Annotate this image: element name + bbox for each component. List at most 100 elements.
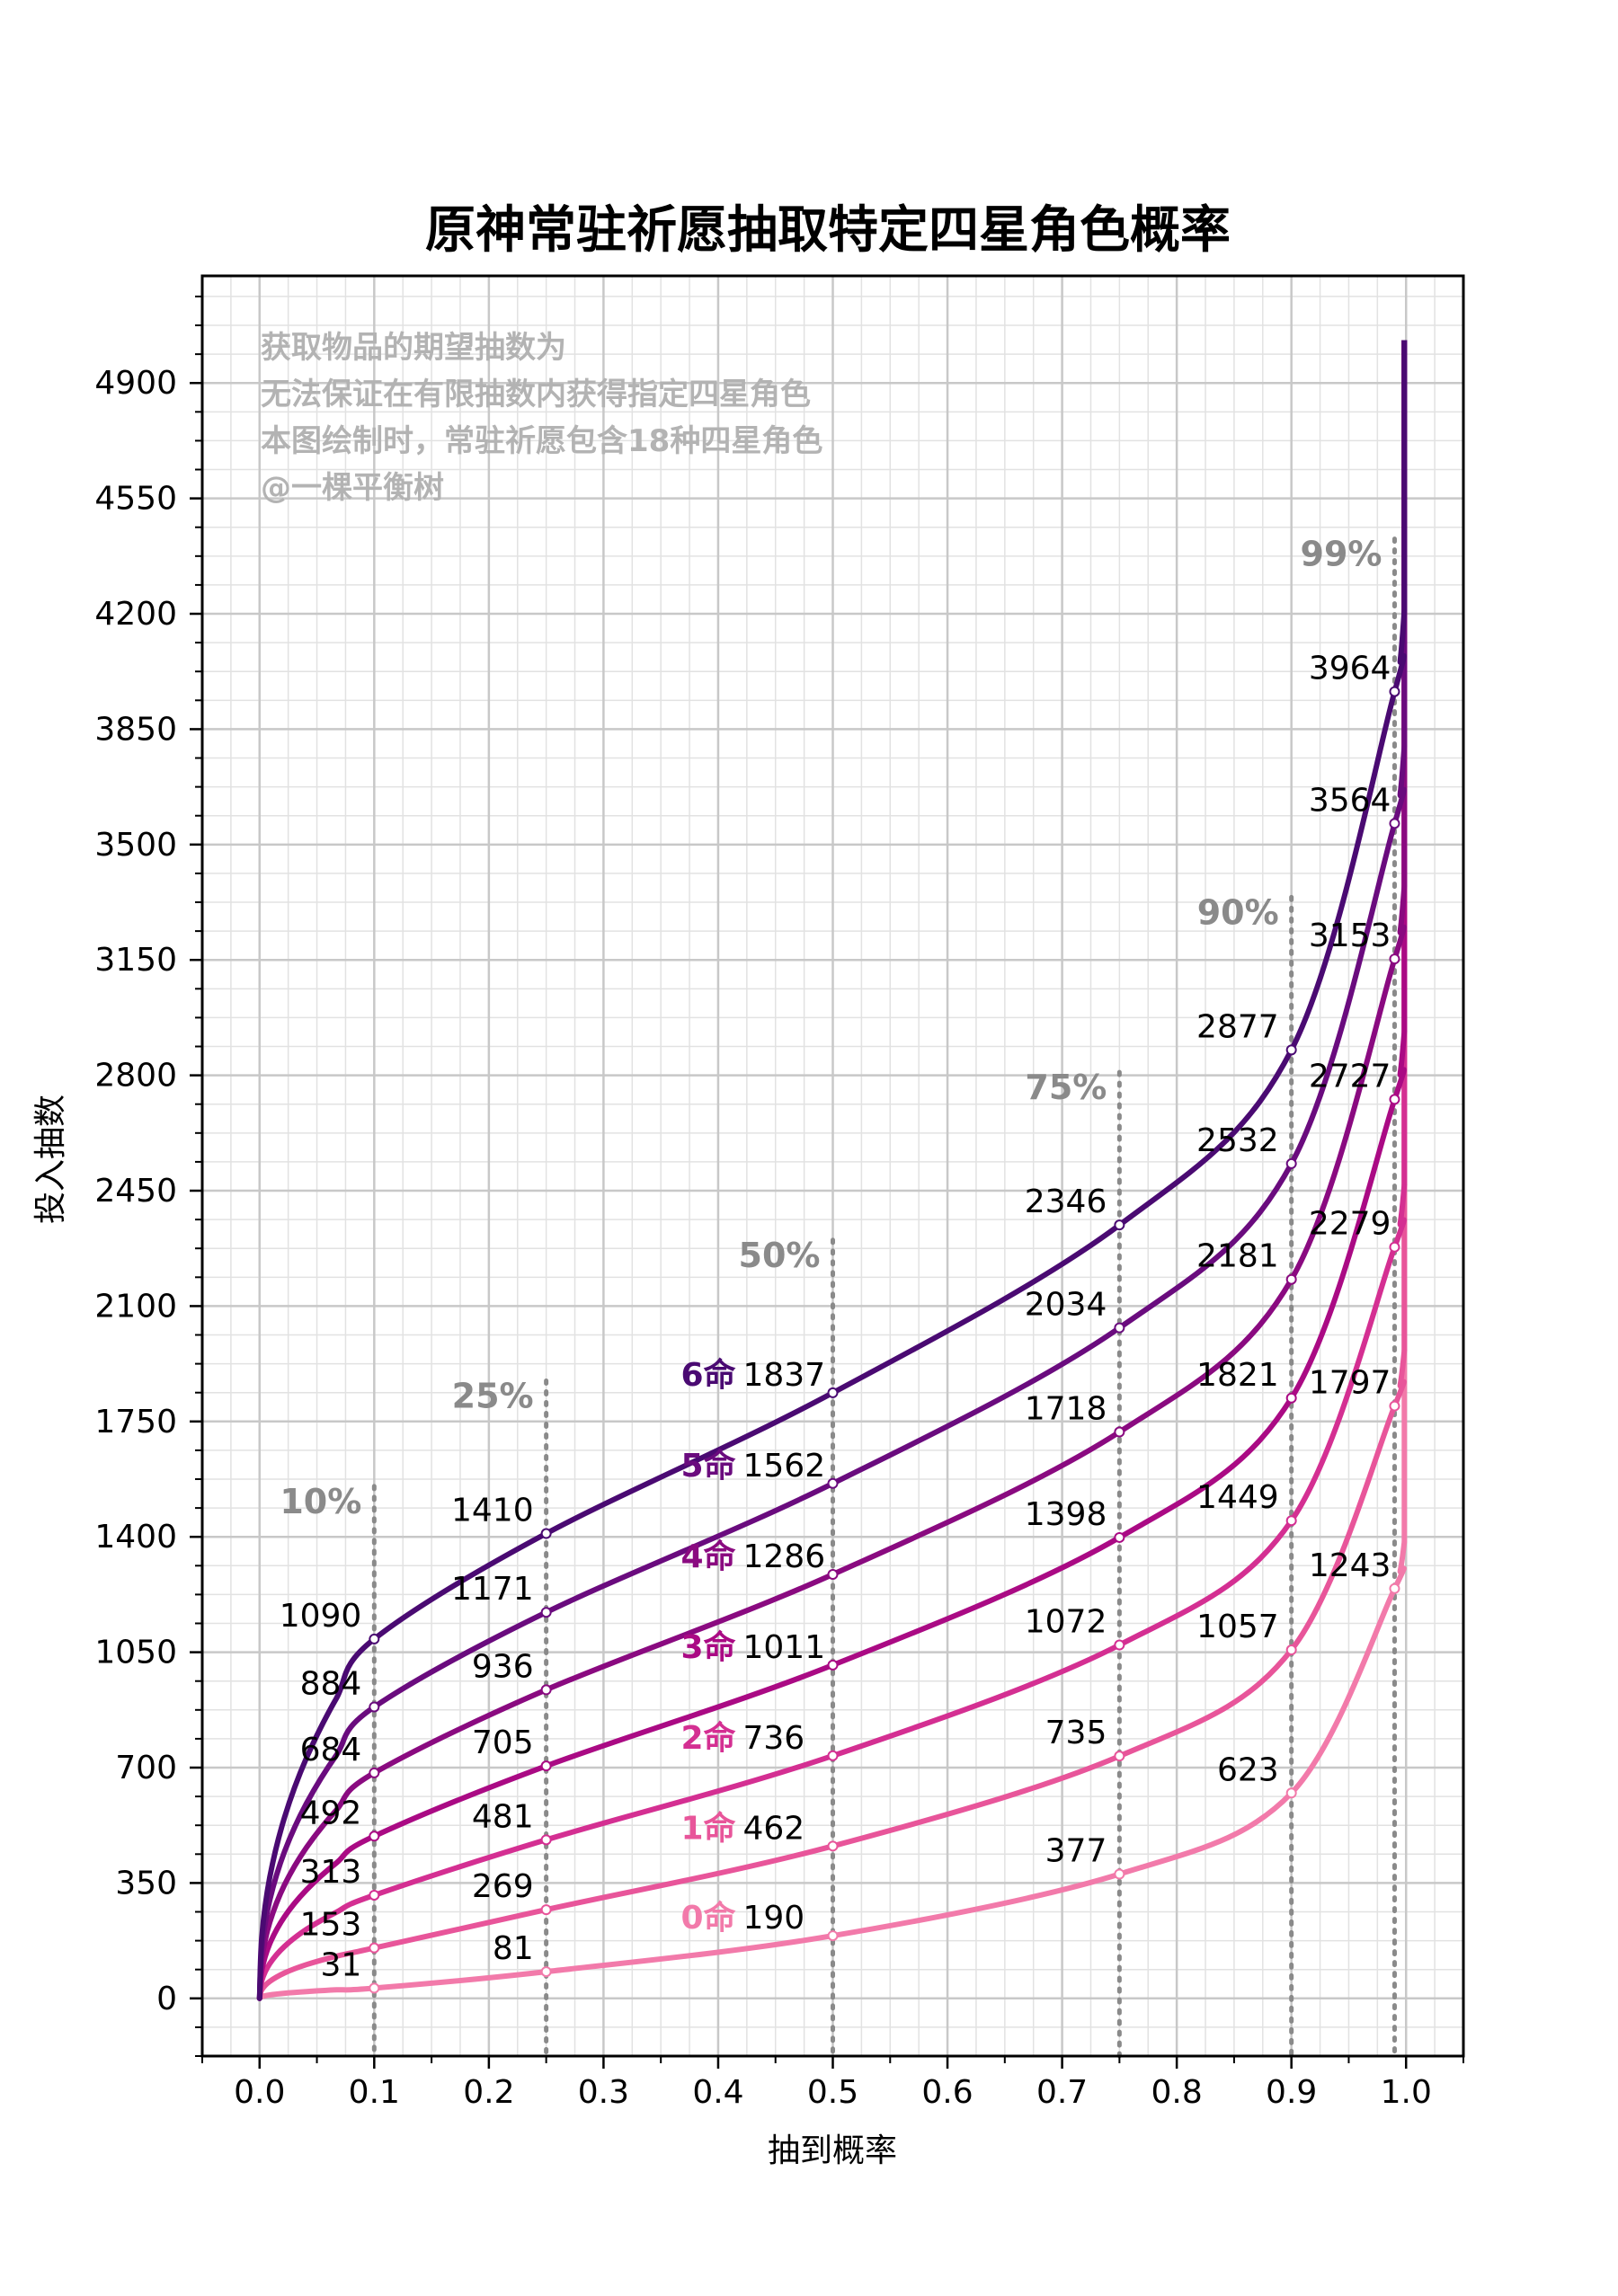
x-tick-label: 0.8 — [1151, 2074, 1203, 2111]
data-label: 1821 — [1196, 1357, 1279, 1394]
series-name-label: 3命 — [680, 1628, 735, 1666]
note-line-4: @一棵平衡树 — [261, 470, 444, 506]
data-label: 623 — [1217, 1751, 1279, 1788]
series-lines — [256, 340, 1408, 2001]
data-label: 492 — [300, 1795, 362, 1831]
data-point — [827, 1477, 839, 1489]
data-label: 684 — [300, 1732, 362, 1769]
x-tick-label: 0.6 — [921, 2074, 973, 2111]
data-label: 269 — [472, 1868, 534, 1905]
data-point — [827, 1659, 839, 1671]
data-point — [1285, 1787, 1297, 1799]
x-tick-label: 0.9 — [1266, 2074, 1317, 2111]
quantile-label: 10% — [280, 1482, 361, 1521]
note-line-2: 无法保证在有限抽数内获得指定四星角色 — [261, 377, 811, 412]
data-label: 481 — [472, 1798, 534, 1835]
data-label: 3964 — [1309, 651, 1391, 687]
data-label: 1090 — [280, 1598, 362, 1635]
data-label: 1449 — [1196, 1479, 1279, 1516]
series-line-3 — [256, 1029, 1408, 2001]
data-point — [540, 1904, 552, 1916]
y-tick-label: 700 — [115, 1750, 177, 1786]
series-name-label: 0命 — [680, 1899, 735, 1937]
data-label: 1057 — [1196, 1609, 1279, 1645]
data-label: 1243 — [1309, 1547, 1391, 1584]
series-line-1 — [256, 1348, 1408, 2001]
data-point — [540, 1684, 552, 1696]
quantile-label: 25% — [452, 1377, 534, 1416]
data-label: 736 — [743, 1720, 805, 1757]
data-point — [369, 1982, 380, 1994]
chart-title: 原神常驻祈愿抽取特定四星角色概率 — [425, 201, 1231, 260]
data-label: 2034 — [1025, 1287, 1107, 1324]
quantile-label: 75% — [1025, 1068, 1107, 1107]
data-point — [827, 1750, 839, 1761]
data-label: 1410 — [451, 1493, 534, 1529]
y-tick-label: 4550 — [94, 481, 177, 518]
data-point — [1285, 1273, 1297, 1285]
data-label: 705 — [472, 1724, 534, 1761]
x-tick-label: 0.5 — [807, 2074, 858, 2111]
data-point — [827, 1840, 839, 1852]
series-name-label: 1命 — [680, 1809, 735, 1847]
data-point — [1114, 1639, 1125, 1651]
data-point — [369, 1889, 380, 1901]
data-label: 3153 — [1309, 918, 1391, 954]
data-point — [540, 1607, 552, 1618]
y-tick-label: 2800 — [94, 1058, 177, 1095]
data-label: 31 — [321, 1946, 362, 1983]
data-label: 81 — [493, 1930, 534, 1967]
y-tick-label: 2450 — [94, 1173, 177, 1210]
data-label: 884 — [300, 1666, 362, 1703]
data-point — [1389, 1241, 1400, 1253]
x-tick-label: 0.2 — [463, 2074, 514, 2111]
data-label: 462 — [743, 1810, 805, 1847]
data-point — [540, 1760, 552, 1772]
data-point — [1285, 1044, 1297, 1056]
note-line-3: 本图绘制时，常驻祈愿包含18种四星角色 — [261, 423, 822, 459]
data-point — [1114, 1531, 1125, 1543]
data-label: 377 — [1045, 1832, 1107, 1869]
data-point — [1285, 1515, 1297, 1527]
data-point — [1114, 1219, 1125, 1231]
data-point — [369, 1633, 380, 1644]
series-name-label: 2命 — [680, 1719, 735, 1757]
data-point — [540, 1528, 552, 1539]
data-point — [540, 1966, 552, 1978]
data-point — [1114, 1751, 1125, 1762]
data-label: 2346 — [1025, 1183, 1107, 1220]
x-tick-label: 0.3 — [578, 2074, 629, 2111]
data-point — [1389, 818, 1400, 829]
series-line-0 — [256, 1539, 1408, 2001]
series-name-label: 4命 — [680, 1538, 735, 1575]
annotation-note: 获取物品的期望抽数为 无法保证在有限抽数内获得指定四星角色 本图绘制时，常驻祈愿… — [261, 330, 822, 506]
y-tick-label: 4200 — [94, 596, 177, 633]
quantile-label: 90% — [1197, 892, 1279, 932]
series-name-label: 6命 — [680, 1356, 735, 1394]
data-point — [369, 1942, 380, 1954]
data-label: 190 — [743, 1900, 805, 1937]
data-label: 2181 — [1196, 1238, 1279, 1275]
axes: 0.0 0.1 0.2 0.3 0.4 0.5 0.6 0.7 0.8 0.9 1.0 0 350 700… — [94, 274, 1465, 2111]
data-point — [1389, 1094, 1400, 1105]
data-point — [1285, 1392, 1297, 1404]
data-label: 1171 — [451, 1571, 534, 1608]
series-line-4 — [256, 883, 1408, 2001]
quantile-label: 99% — [1301, 535, 1382, 574]
y-tick-label: 3150 — [94, 942, 177, 979]
data-point — [827, 1930, 839, 1942]
data-label: 1797 — [1309, 1365, 1391, 1402]
x-axis-label: 抽到概率 — [768, 2132, 897, 2169]
y-tick-label: 4900 — [94, 365, 177, 402]
data-point — [1389, 1400, 1400, 1412]
data-point — [1389, 953, 1400, 965]
data-label: 1011 — [743, 1629, 826, 1666]
data-label: 2727 — [1309, 1058, 1391, 1095]
data-point — [1114, 1426, 1125, 1438]
data-point — [827, 1387, 839, 1398]
data-label: 1837 — [743, 1357, 826, 1394]
data-label: 1286 — [743, 1538, 826, 1575]
data-label: 3564 — [1309, 782, 1391, 819]
